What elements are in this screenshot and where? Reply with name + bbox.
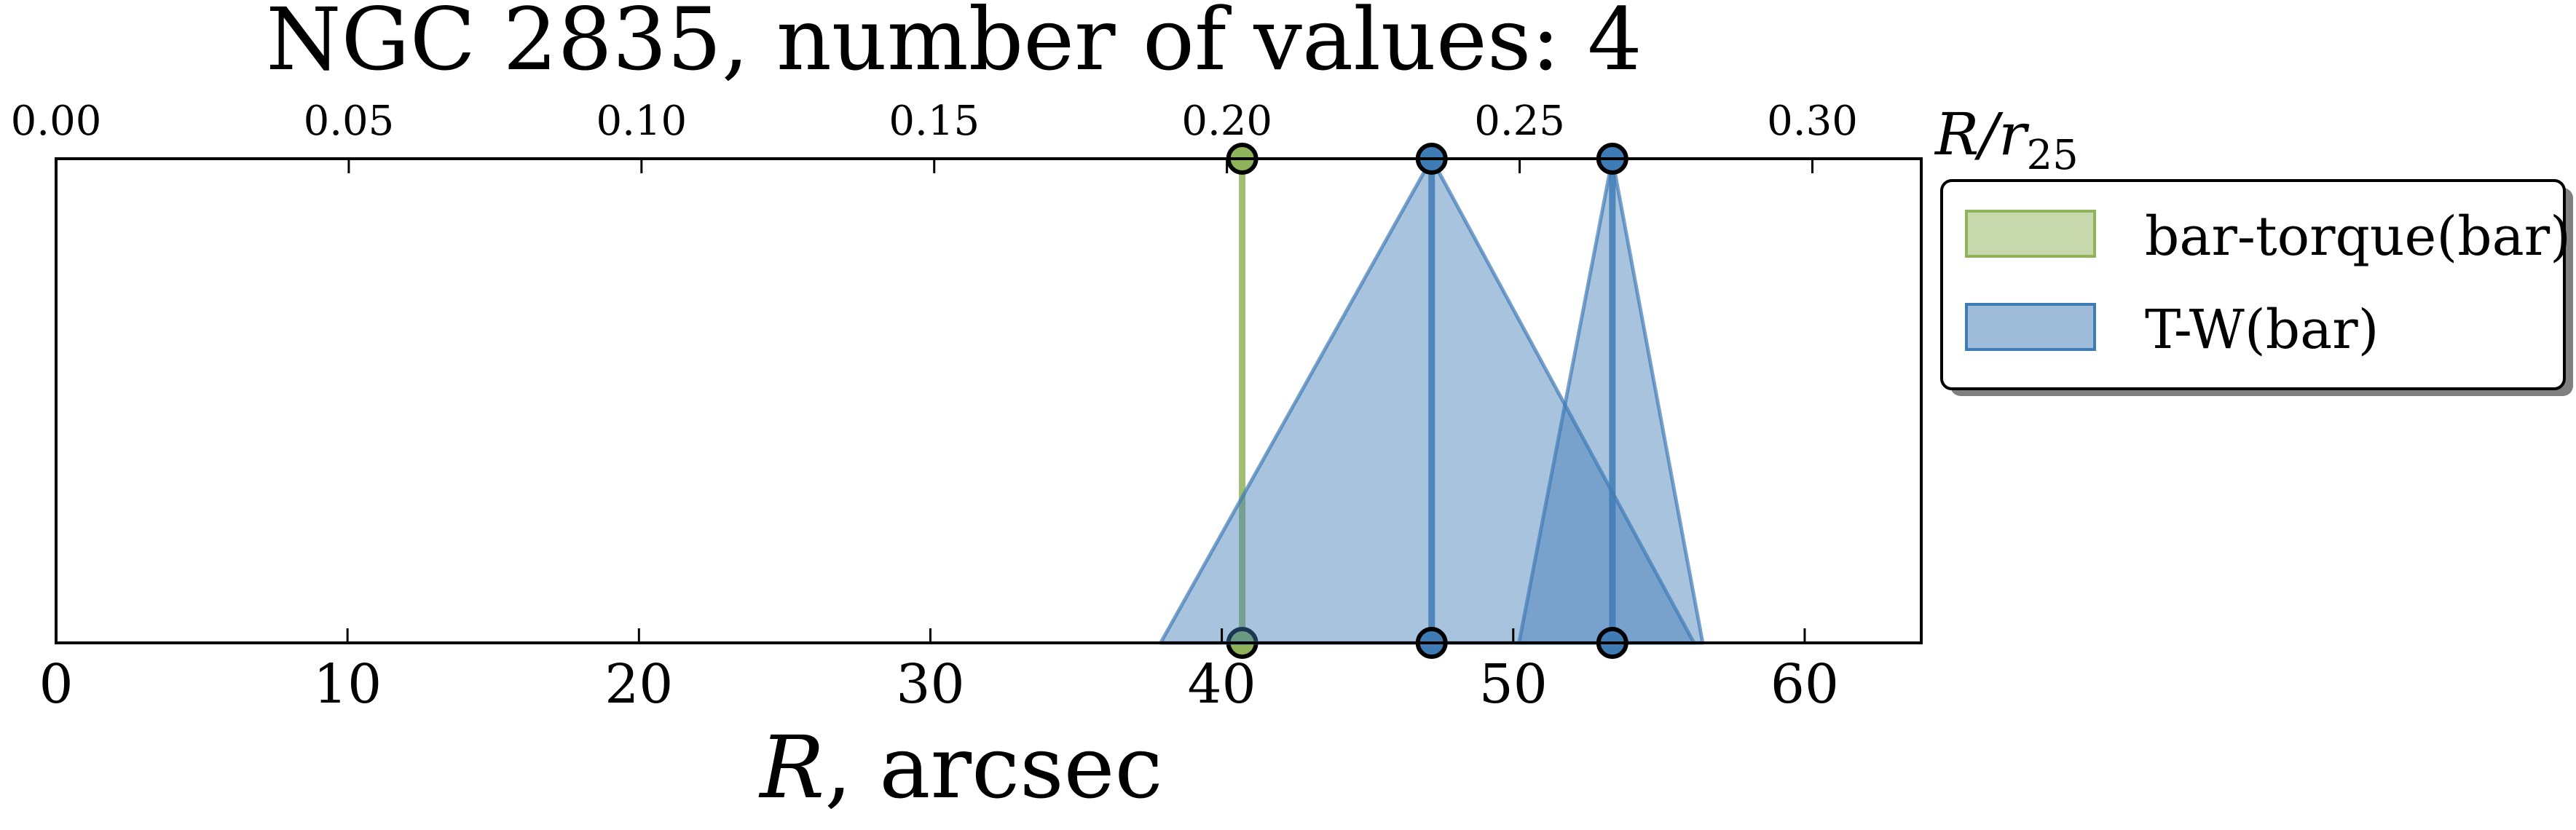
plot-frame — [55, 157, 1923, 644]
x-tick-label: 50 — [1479, 653, 1548, 716]
top-tick-label: 0.10 — [596, 98, 687, 145]
x-tick-label: 0 — [39, 653, 73, 716]
axis-ticks: 0 10 20 30 40 50 60 0.00 0.05 0.10 0.15 0.20 0.25 0.3… — [11, 98, 1858, 716]
x-axis-label: R, arcsec — [758, 717, 1162, 818]
top-tick-label: 0.05 — [304, 98, 395, 145]
x-tick-label: 10 — [313, 653, 382, 716]
top-tick-label: 0.15 — [889, 98, 980, 145]
x-axis-label-symbol: R — [758, 717, 824, 818]
chart-title: NGC 2835, number of values: 4 — [266, 0, 1642, 90]
x-tick-label: 40 — [1188, 653, 1256, 716]
top-axis-label-subscript: 25 — [2026, 132, 2078, 179]
top-tick-label: 0.20 — [1181, 98, 1272, 145]
top-tick-label: 0.00 — [11, 98, 102, 145]
legend-swatch-tw — [1965, 303, 2096, 351]
legend: bar-torque(bar) T-W(bar) — [1940, 179, 2573, 396]
x-axis-label-unit: , arcsec — [824, 717, 1162, 818]
legend-label-bar-torque: bar-torque(bar) — [2145, 205, 2571, 268]
top-tick-label: 0.30 — [1767, 98, 1858, 145]
legend-swatch-bar-torque — [1965, 210, 2096, 258]
data-shapes — [1159, 143, 1705, 659]
x-tick-label: 20 — [604, 653, 673, 716]
top-axis-label: R/r25 — [1934, 100, 2079, 179]
legend-box — [1940, 179, 2566, 390]
legend-label-tw: T-W(bar) — [2145, 299, 2379, 361]
x-tick-label: 60 — [1770, 653, 1839, 716]
x-tick-label: 30 — [896, 653, 964, 716]
top-axis-label-main: R/r — [1934, 100, 2030, 168]
top-tick-label: 0.25 — [1474, 98, 1565, 145]
